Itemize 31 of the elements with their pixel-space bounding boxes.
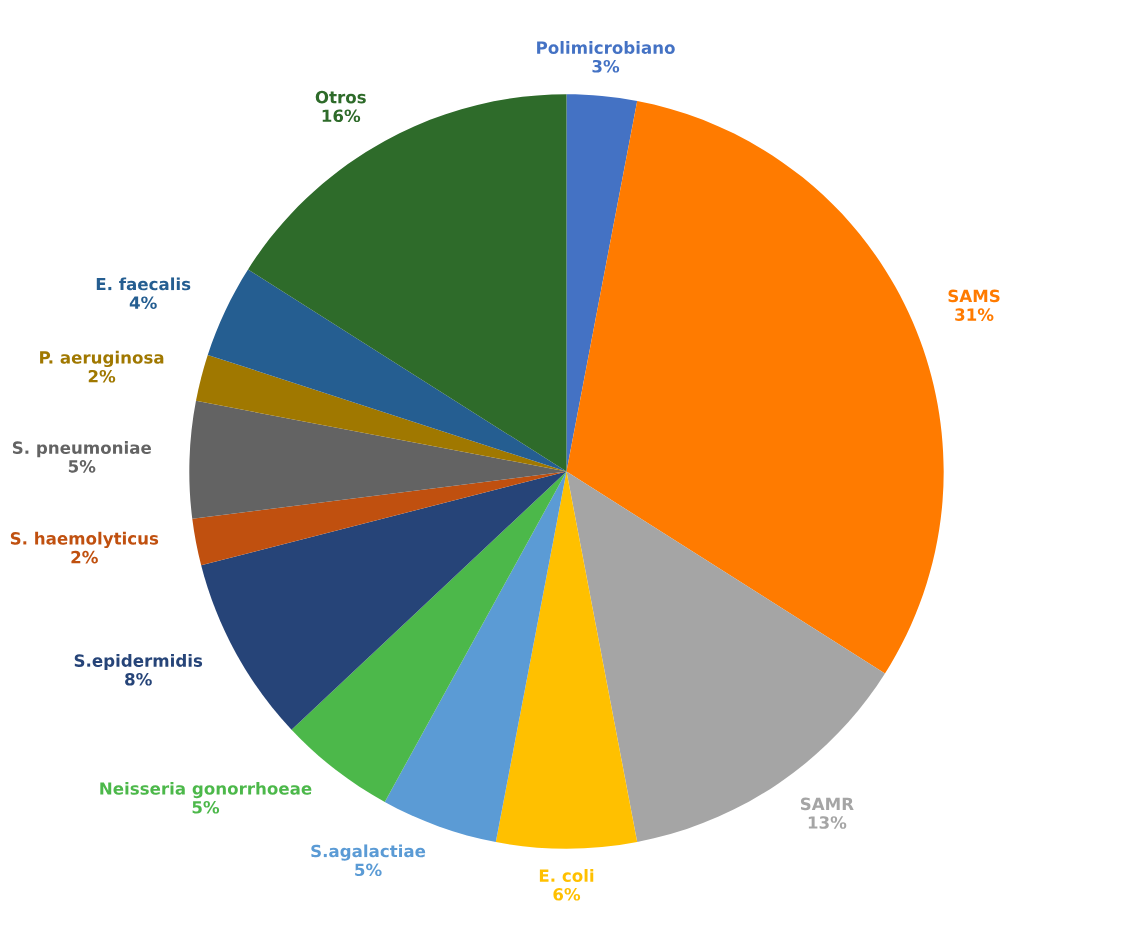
slice-label: SAMS bbox=[948, 289, 1000, 303]
data-label: 8% bbox=[125, 672, 152, 686]
slice-label: E. coli bbox=[539, 869, 594, 882]
data-label: 5% bbox=[355, 863, 382, 877]
pie-slice bbox=[201, 471, 567, 730]
slice-label: E. faecalis bbox=[96, 277, 191, 291]
slice-label: P. aeruginosa bbox=[40, 350, 164, 368]
data-label: 3% bbox=[592, 59, 620, 73]
slice-label: Neisseria gonorrhoeae bbox=[100, 781, 312, 799]
data-label: 16% bbox=[322, 109, 361, 123]
slice-label: S. pneumoniae bbox=[12, 441, 151, 458]
data-label: 31% bbox=[955, 308, 994, 321]
slice-label: SAMR bbox=[800, 797, 854, 811]
slice-label: S.agalactiae bbox=[311, 844, 426, 861]
pie-slice bbox=[566, 471, 885, 843]
data-label: 2% bbox=[71, 550, 98, 564]
slice-label: S. haemolyticus bbox=[10, 531, 159, 549]
pie-slice bbox=[207, 269, 567, 472]
slice-label: Polimicrobiano bbox=[537, 41, 675, 54]
data-label: 4% bbox=[129, 296, 157, 309]
data-label: 5% bbox=[192, 800, 220, 814]
data-label: 6% bbox=[553, 887, 581, 901]
data-label: 13% bbox=[808, 816, 847, 829]
pie-slice bbox=[189, 400, 567, 519]
pie-slice bbox=[566, 100, 944, 674]
slice-label: S.epidermidis bbox=[74, 653, 203, 671]
pie-slice bbox=[384, 471, 567, 843]
pie-slice bbox=[495, 471, 638, 849]
data-label: 5% bbox=[68, 460, 96, 473]
data-label: 2% bbox=[88, 369, 116, 383]
slice-label: Otros bbox=[315, 90, 366, 104]
